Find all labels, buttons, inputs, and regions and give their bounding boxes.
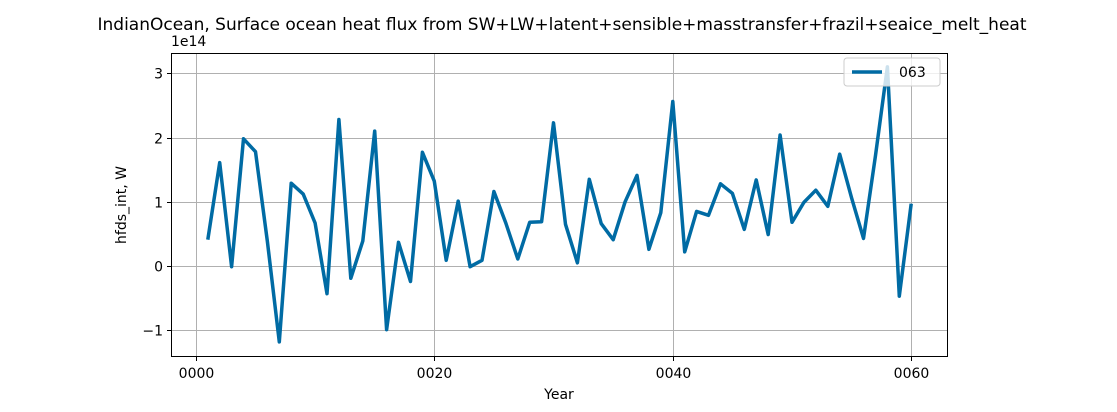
y-tick-label: 3 (154, 67, 163, 83)
x-tick-label: 0020 (417, 366, 453, 382)
legend-box (843, 57, 941, 87)
axis-ticks: 0000 0020 0040 0060 −1 0 1 2 3 (142, 67, 929, 383)
y-tick-label: 0 (154, 260, 163, 276)
y-offset-label: 1e14 (171, 34, 206, 50)
legend-label: 063 (899, 65, 926, 81)
y-tick-label: −1 (142, 324, 163, 340)
legend: 063 (843, 57, 941, 87)
x-tick-label: 0000 (179, 366, 215, 382)
x-axis-label: Year (543, 387, 574, 403)
y-axis-label: hfds_int, W (114, 166, 130, 244)
x-tick-label: 0040 (656, 366, 692, 382)
x-tick-label: 0060 (894, 366, 930, 382)
plot-area (206, 65, 913, 344)
y-tick-label: 2 (154, 132, 163, 148)
chart-title: IndianOcean, Surface ocean heat flux fro… (98, 15, 1027, 35)
axes-frame (171, 53, 948, 357)
series-line-063 (206, 65, 913, 344)
y-tick-label: 1 (154, 196, 163, 212)
